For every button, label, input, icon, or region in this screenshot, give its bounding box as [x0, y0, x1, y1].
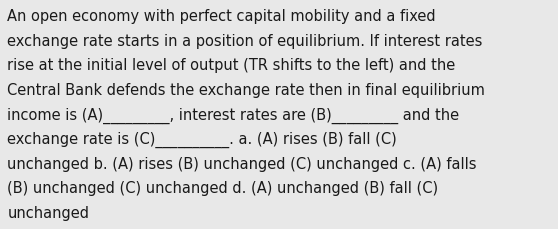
Text: exchange rate starts in a position of equilibrium. If interest rates: exchange rate starts in a position of eq…	[7, 34, 483, 49]
Text: unchanged b. (A) rises (B) unchanged (C) unchanged c. (A) falls: unchanged b. (A) rises (B) unchanged (C)…	[7, 156, 477, 171]
Text: Central Bank defends the exchange rate then in final equilibrium: Central Bank defends the exchange rate t…	[7, 83, 485, 98]
Text: (B) unchanged (C) unchanged d. (A) unchanged (B) fall (C): (B) unchanged (C) unchanged d. (A) uncha…	[7, 181, 439, 196]
Text: income is (A)_________, interest rates are (B)_________ and the: income is (A)_________, interest rates a…	[7, 107, 459, 123]
Text: rise at the initial level of output (TR shifts to the left) and the: rise at the initial level of output (TR …	[7, 58, 455, 73]
Text: exchange rate is (C)__________. a. (A) rises (B) fall (C): exchange rate is (C)__________. a. (A) r…	[7, 132, 397, 148]
Text: An open economy with perfect capital mobility and a fixed: An open economy with perfect capital mob…	[7, 9, 436, 24]
Text: unchanged: unchanged	[7, 205, 89, 220]
